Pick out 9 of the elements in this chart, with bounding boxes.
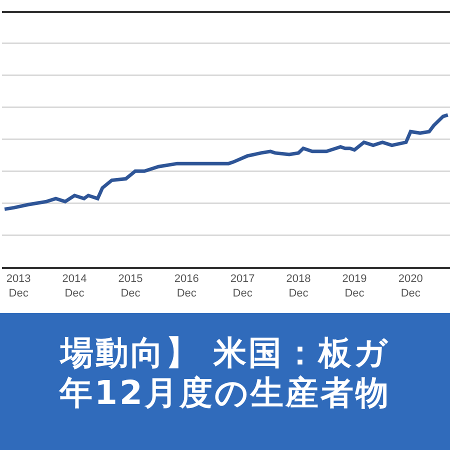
x-tick-label: 2018 Dec bbox=[286, 273, 311, 300]
x-tick-label: 2013 Dec bbox=[6, 273, 31, 300]
x-tick-label: 2019 Dec bbox=[342, 273, 367, 300]
x-tick-label: 2020 Dec bbox=[398, 273, 423, 300]
x-tick-label: 2016 Dec bbox=[174, 273, 199, 300]
x-tick-label: 2014 Dec bbox=[62, 273, 87, 300]
x-tick-label: 2017 Dec bbox=[230, 273, 255, 300]
banner: 場動向】 米国：板ガ 年12月度の生産者物 bbox=[0, 313, 450, 450]
x-tick-label: 2015 Dec bbox=[118, 273, 143, 300]
